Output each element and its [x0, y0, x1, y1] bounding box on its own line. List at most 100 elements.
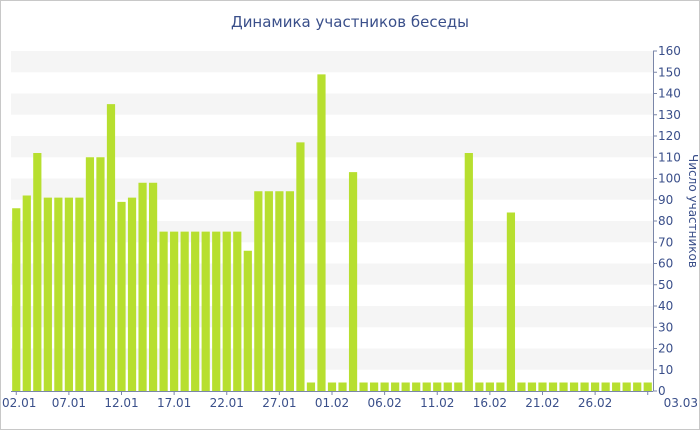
bar-01.03	[622, 382, 631, 391]
bar-08.02	[401, 382, 410, 391]
bar-04.01	[33, 153, 42, 391]
x-tick-label: 07.01	[52, 396, 86, 410]
bar-30.01	[306, 382, 316, 391]
x-tick-label: 16.02	[473, 396, 507, 410]
y-axis-label: Число участников	[686, 154, 699, 268]
bar-20.01	[201, 231, 210, 391]
bar-19.01	[191, 231, 200, 391]
bar-18.01	[180, 231, 189, 391]
y-tick-label: 50	[658, 278, 673, 292]
bar-25.01	[254, 191, 263, 391]
y-tick-label: 160	[658, 44, 681, 58]
bar-16.02	[485, 382, 494, 391]
grid-band	[11, 51, 653, 73]
bar-13.02	[454, 382, 463, 391]
bar-24.01	[243, 250, 252, 391]
bar-27.01	[275, 191, 284, 391]
y-tick-label: 0	[658, 384, 666, 398]
x-tick-label: 12.01	[104, 396, 138, 410]
bar-07.02	[391, 382, 400, 391]
bar-06.02	[380, 382, 389, 391]
bar-15.02	[475, 382, 484, 391]
grid-band	[11, 178, 653, 200]
bar-31.01	[317, 74, 326, 391]
bar-22.01	[222, 231, 231, 391]
bar-19.02	[517, 382, 526, 391]
bar-03.03	[643, 382, 652, 391]
bar-20.02	[527, 382, 537, 391]
x-tick-label: 27.01	[262, 396, 296, 410]
bar-07.01	[64, 197, 73, 391]
x-tick-label: 26.02	[578, 396, 612, 410]
y-tick-label: 20	[658, 342, 673, 356]
bar-12.02	[443, 382, 452, 391]
x-tick-labels: 02.01 07.01 12.01 17.01 22.01 27.01 01.02 06.02…	[2, 391, 698, 410]
bar-21.02	[538, 382, 547, 391]
bar-09.01	[85, 157, 95, 391]
bar-27.02	[601, 382, 610, 391]
bar-29.01	[296, 142, 305, 391]
x-tick-label: 21.02	[525, 396, 559, 410]
y-tick-label: 80	[658, 214, 673, 228]
bar-03.02	[348, 172, 358, 391]
bar-02.03	[633, 382, 642, 391]
bar-13.01	[127, 197, 137, 391]
y-tick-labels: 0 10 20 30 40 50 60 70 80 90 100 110 120 130 140 150 160	[653, 44, 681, 398]
bar-15.01	[148, 182, 158, 391]
bar-05.02	[369, 382, 379, 391]
grid-band	[11, 136, 653, 158]
x-tick-label: 03.03	[664, 396, 698, 410]
bar-03.01	[22, 195, 31, 391]
bar-26.01	[264, 191, 273, 391]
bar-06.01	[54, 197, 63, 391]
bar-21.01	[212, 231, 221, 391]
y-tick-label: 30	[658, 320, 673, 334]
bar-18.02	[506, 212, 516, 391]
bar-08.01	[75, 197, 84, 391]
bar-01.02	[327, 382, 337, 391]
bar-28.02	[612, 382, 621, 391]
x-tick-label: 02.01	[2, 396, 36, 410]
bar-11.01	[106, 104, 116, 391]
bar-14.02	[464, 153, 473, 391]
bar-14.01	[138, 182, 147, 391]
bar-25.02	[580, 382, 589, 391]
y-tick-label: 110	[658, 150, 681, 164]
bar-22.02	[548, 382, 558, 391]
x-tick-label: 06.02	[367, 396, 401, 410]
x-tick-label: 11.02	[420, 396, 454, 410]
bar-24.02	[569, 382, 579, 391]
x-tick-label: 22.01	[210, 396, 244, 410]
bar-23.01	[233, 231, 242, 391]
y-tick-label: 90	[658, 193, 673, 207]
bar-09.02	[412, 382, 421, 391]
bar-05.01	[43, 197, 52, 391]
y-tick-label: 130	[658, 108, 681, 122]
bar-11.02	[433, 382, 442, 391]
y-tick-label: 70	[658, 235, 673, 249]
bars-group	[12, 74, 652, 391]
y-tick-label: 150	[658, 65, 681, 79]
bar-17.02	[496, 382, 505, 391]
bar-02.01	[12, 208, 21, 391]
bar-12.01	[117, 201, 126, 391]
y-tick-label: 60	[658, 257, 673, 271]
y-tick-label: 10	[658, 363, 673, 377]
y-tick-label: 120	[658, 129, 681, 143]
bar-26.02	[591, 382, 600, 391]
y-tick-label: 100	[658, 172, 681, 186]
y-tick-label: 140	[658, 87, 681, 101]
bar-16.01	[159, 231, 168, 391]
bar-04.02	[359, 382, 368, 391]
bar-17.01	[170, 231, 179, 391]
x-tick-label: 17.01	[157, 396, 191, 410]
chart-title: Динамика участников беседы	[230, 13, 470, 31]
bar-10.01	[96, 157, 105, 391]
bar-10.02	[422, 382, 431, 391]
y-tick-label: 40	[658, 299, 673, 313]
grid-band	[11, 93, 653, 115]
bar-02.02	[338, 382, 347, 391]
bar-23.02	[559, 382, 568, 391]
